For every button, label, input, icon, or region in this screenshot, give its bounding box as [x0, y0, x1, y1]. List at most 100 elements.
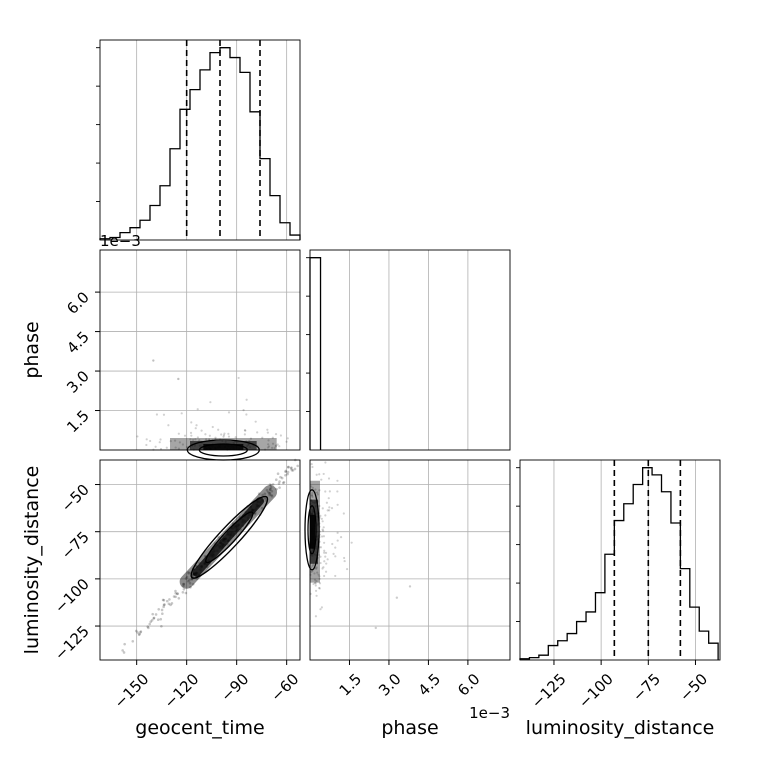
scatter-point	[343, 557, 345, 559]
x-tick-label-geocent_time: −90	[217, 670, 252, 705]
scatter-point	[311, 466, 313, 468]
scatter-point	[323, 560, 325, 562]
scatter-point	[168, 598, 171, 601]
scatter-point	[409, 585, 411, 587]
scatter-point	[159, 618, 162, 621]
scatter-point	[178, 597, 181, 600]
scatter-point	[328, 497, 330, 499]
y-tick-label-luminosity_distance: −75	[58, 528, 93, 563]
x-tick-label-phase: 4.5	[415, 670, 445, 700]
scatter-point	[131, 640, 134, 643]
scatter-point	[177, 378, 179, 380]
x-tick-label-luminosity_distance: −75	[629, 670, 664, 705]
x-axis-label-luminosity_distance: luminosity_distance	[526, 717, 715, 739]
scatter-point	[190, 421, 192, 423]
scatter-point	[280, 434, 282, 436]
scatter-point	[178, 433, 180, 435]
panel-frame-luminosity_distance-vs-phase	[310, 460, 510, 660]
scatter-point	[153, 617, 156, 620]
scatter-point	[190, 432, 192, 434]
x-tick-label-geocent_time: −60	[267, 670, 302, 705]
scatter-point	[272, 483, 275, 486]
scatter-point	[292, 469, 295, 472]
scatter-point	[176, 592, 179, 595]
scatter-point	[244, 429, 246, 431]
scatter-point	[324, 461, 326, 463]
scatter-point	[396, 597, 398, 599]
scatter-point	[167, 424, 169, 426]
scatter-point	[325, 552, 327, 554]
scatter-point	[322, 520, 324, 522]
scatter-point	[337, 532, 339, 534]
scatter-point	[200, 430, 202, 432]
y-offset-label-phase: 1e−3	[100, 232, 141, 250]
scatter-point	[325, 562, 327, 564]
x-tick-label-phase: 3.0	[375, 670, 405, 700]
scatter-point	[190, 435, 192, 437]
scatter-point	[166, 447, 168, 449]
scatter-point	[146, 438, 148, 440]
scatter-point	[163, 414, 165, 416]
scatter-point	[209, 401, 211, 403]
scatter-point	[328, 477, 330, 479]
scatter-point	[238, 377, 240, 379]
scatter-point	[320, 546, 322, 548]
scatter-point	[323, 473, 325, 475]
scatter-point	[220, 433, 222, 435]
scatter-point	[334, 546, 336, 548]
y-tick-label-phase: 6.0	[63, 288, 93, 318]
scatter-point	[331, 543, 333, 545]
scatter-point	[346, 568, 348, 570]
scatter-point	[278, 486, 281, 489]
scatter-point	[256, 431, 258, 433]
scatter-point	[332, 553, 334, 555]
scatter-point	[166, 600, 169, 603]
scatter-point	[336, 480, 338, 482]
scatter-point	[123, 643, 126, 646]
scatter-point	[163, 603, 166, 606]
scatter-point	[160, 625, 163, 628]
scatter-point	[204, 433, 206, 435]
scatter-point	[281, 477, 284, 480]
scatter-point	[155, 613, 158, 616]
scatter-point	[121, 649, 124, 652]
scatter-point	[217, 429, 219, 431]
y-tick-label-luminosity_distance: −100	[51, 575, 93, 617]
scatter-point	[266, 429, 268, 431]
scatter-point	[322, 507, 324, 509]
scatter-point	[323, 575, 325, 577]
scatter-point	[334, 555, 336, 557]
x-axis-label-phase: phase	[381, 717, 438, 739]
scatter-point	[321, 518, 323, 520]
scatter-point	[227, 433, 229, 435]
scatter-point	[157, 618, 160, 621]
x-tick-label-phase: 6.0	[454, 670, 484, 700]
scatter-point	[284, 474, 287, 477]
scatter-point	[255, 421, 257, 423]
scatter-point	[139, 631, 142, 634]
scatter-point	[184, 435, 186, 437]
scatter-point	[328, 506, 330, 508]
scatter-point	[340, 536, 342, 538]
scatter-point	[287, 471, 290, 474]
panel-frame-phase-vs-geocent_time	[100, 250, 300, 450]
scatter-point	[171, 602, 174, 605]
y-tick-label-luminosity_distance: −125	[51, 622, 93, 664]
y-tick-label-phase: 1.5	[63, 407, 93, 437]
scatter-point	[337, 504, 339, 506]
scatter-point	[323, 526, 325, 528]
x-tick-label-luminosity_distance: −50	[676, 670, 711, 705]
scatter-point	[228, 411, 230, 413]
scatter-point	[320, 479, 322, 481]
scatter-point	[159, 438, 161, 440]
scatter-point	[324, 514, 326, 516]
scatter-point	[159, 441, 161, 443]
y-tick-label-phase: 3.0	[63, 367, 93, 397]
x-tick-label-luminosity_distance: −125	[528, 670, 570, 712]
x-tick-label-phase: 1.5	[336, 670, 366, 700]
scatter-point	[223, 434, 225, 436]
scatter-point	[315, 590, 317, 592]
scatter-point	[136, 435, 138, 437]
y-axis-label-phase: phase	[21, 321, 43, 378]
scatter-point	[318, 587, 320, 589]
